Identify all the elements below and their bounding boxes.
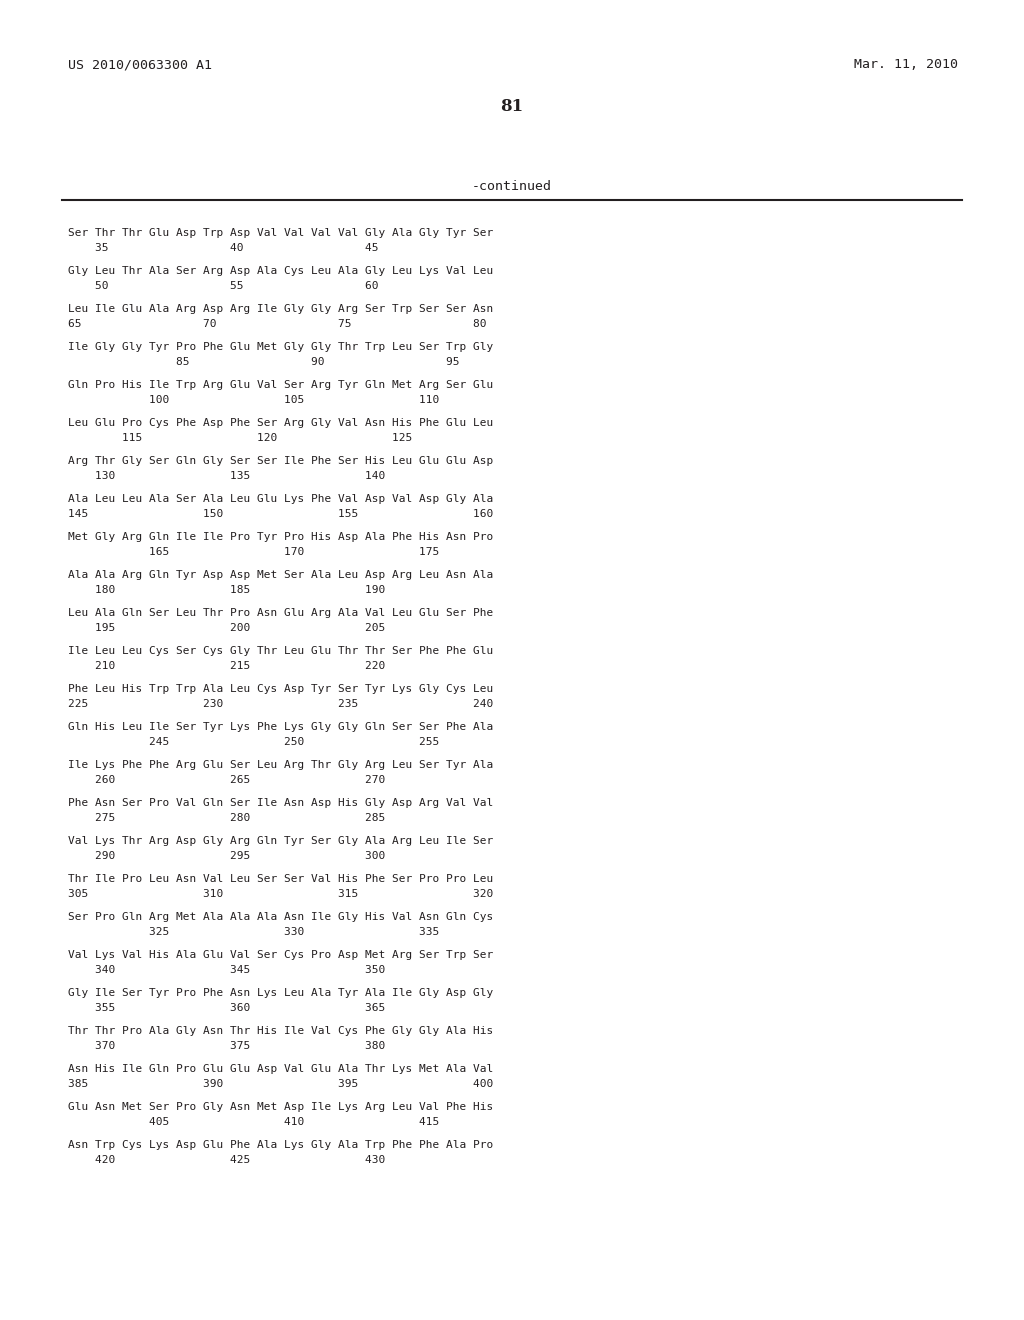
Text: 65                  70                  75                  80: 65 70 75 80 <box>68 319 486 329</box>
Text: 420                 425                 430: 420 425 430 <box>68 1155 385 1166</box>
Text: Gly Ile Ser Tyr Pro Phe Asn Lys Leu Ala Tyr Ala Ile Gly Asp Gly: Gly Ile Ser Tyr Pro Phe Asn Lys Leu Ala … <box>68 987 494 998</box>
Text: 35                  40                  45: 35 40 45 <box>68 243 379 253</box>
Text: Gln His Leu Ile Ser Tyr Lys Phe Lys Gly Gly Gln Ser Ser Phe Ala: Gln His Leu Ile Ser Tyr Lys Phe Lys Gly … <box>68 722 494 733</box>
Text: Ser Thr Thr Glu Asp Trp Asp Val Val Val Val Gly Ala Gly Tyr Ser: Ser Thr Thr Glu Asp Trp Asp Val Val Val … <box>68 228 494 238</box>
Text: 260                 265                 270: 260 265 270 <box>68 775 385 785</box>
Text: Val Lys Thr Arg Asp Gly Arg Gln Tyr Ser Gly Ala Arg Leu Ile Ser: Val Lys Thr Arg Asp Gly Arg Gln Tyr Ser … <box>68 836 494 846</box>
Text: Gly Leu Thr Ala Ser Arg Asp Ala Cys Leu Ala Gly Leu Lys Val Leu: Gly Leu Thr Ala Ser Arg Asp Ala Cys Leu … <box>68 267 494 276</box>
Text: Asn Trp Cys Lys Asp Glu Phe Ala Lys Gly Ala Trp Phe Phe Ala Pro: Asn Trp Cys Lys Asp Glu Phe Ala Lys Gly … <box>68 1140 494 1150</box>
Text: Phe Asn Ser Pro Val Gln Ser Ile Asn Asp His Gly Asp Arg Val Val: Phe Asn Ser Pro Val Gln Ser Ile Asn Asp … <box>68 799 494 808</box>
Text: 325                 330                 335: 325 330 335 <box>68 927 439 937</box>
Text: Thr Ile Pro Leu Asn Val Leu Ser Ser Val His Phe Ser Pro Pro Leu: Thr Ile Pro Leu Asn Val Leu Ser Ser Val … <box>68 874 494 884</box>
Text: 370                 375                 380: 370 375 380 <box>68 1041 385 1051</box>
Text: 165                 170                 175: 165 170 175 <box>68 546 439 557</box>
Text: 130                 135                 140: 130 135 140 <box>68 471 385 480</box>
Text: Ala Ala Arg Gln Tyr Asp Asp Met Ser Ala Leu Asp Arg Leu Asn Ala: Ala Ala Arg Gln Tyr Asp Asp Met Ser Ala … <box>68 570 494 579</box>
Text: 225                 230                 235                 240: 225 230 235 240 <box>68 700 494 709</box>
Text: Met Gly Arg Gln Ile Ile Pro Tyr Pro His Asp Ala Phe His Asn Pro: Met Gly Arg Gln Ile Ile Pro Tyr Pro His … <box>68 532 494 543</box>
Text: Ile Gly Gly Tyr Pro Phe Glu Met Gly Gly Thr Trp Leu Ser Trp Gly: Ile Gly Gly Tyr Pro Phe Glu Met Gly Gly … <box>68 342 494 352</box>
Text: 180                 185                 190: 180 185 190 <box>68 585 385 595</box>
Text: 290                 295                 300: 290 295 300 <box>68 851 385 861</box>
Text: Leu Glu Pro Cys Phe Asp Phe Ser Arg Gly Val Asn His Phe Glu Leu: Leu Glu Pro Cys Phe Asp Phe Ser Arg Gly … <box>68 418 494 428</box>
Text: Ser Pro Gln Arg Met Ala Ala Ala Asn Ile Gly His Val Asn Gln Cys: Ser Pro Gln Arg Met Ala Ala Ala Asn Ile … <box>68 912 494 921</box>
Text: 81: 81 <box>501 98 523 115</box>
Text: 340                 345                 350: 340 345 350 <box>68 965 385 975</box>
Text: 210                 215                 220: 210 215 220 <box>68 661 385 671</box>
Text: 195                 200                 205: 195 200 205 <box>68 623 385 634</box>
Text: 385                 390                 395                 400: 385 390 395 400 <box>68 1078 494 1089</box>
Text: -continued: -continued <box>472 180 552 193</box>
Text: Arg Thr Gly Ser Gln Gly Ser Ser Ile Phe Ser His Leu Glu Glu Asp: Arg Thr Gly Ser Gln Gly Ser Ser Ile Phe … <box>68 455 494 466</box>
Text: 355                 360                 365: 355 360 365 <box>68 1003 385 1012</box>
Text: 245                 250                 255: 245 250 255 <box>68 737 439 747</box>
Text: 85                  90                  95: 85 90 95 <box>68 356 460 367</box>
Text: Thr Thr Pro Ala Gly Asn Thr His Ile Val Cys Phe Gly Gly Ala His: Thr Thr Pro Ala Gly Asn Thr His Ile Val … <box>68 1026 494 1036</box>
Text: Gln Pro His Ile Trp Arg Glu Val Ser Arg Tyr Gln Met Arg Ser Glu: Gln Pro His Ile Trp Arg Glu Val Ser Arg … <box>68 380 494 389</box>
Text: Mar. 11, 2010: Mar. 11, 2010 <box>854 58 958 71</box>
Text: Leu Ile Glu Ala Arg Asp Arg Ile Gly Gly Arg Ser Trp Ser Ser Asn: Leu Ile Glu Ala Arg Asp Arg Ile Gly Gly … <box>68 304 494 314</box>
Text: 305                 310                 315                 320: 305 310 315 320 <box>68 888 494 899</box>
Text: Asn His Ile Gln Pro Glu Glu Asp Val Glu Ala Thr Lys Met Ala Val: Asn His Ile Gln Pro Glu Glu Asp Val Glu … <box>68 1064 494 1074</box>
Text: US 2010/0063300 A1: US 2010/0063300 A1 <box>68 58 212 71</box>
Text: 145                 150                 155                 160: 145 150 155 160 <box>68 510 494 519</box>
Text: 100                 105                 110: 100 105 110 <box>68 395 439 405</box>
Text: 50                  55                  60: 50 55 60 <box>68 281 379 290</box>
Text: 275                 280                 285: 275 280 285 <box>68 813 385 822</box>
Text: Val Lys Val His Ala Glu Val Ser Cys Pro Asp Met Arg Ser Trp Ser: Val Lys Val His Ala Glu Val Ser Cys Pro … <box>68 950 494 960</box>
Text: 115                 120                 125: 115 120 125 <box>68 433 413 444</box>
Text: Leu Ala Gln Ser Leu Thr Pro Asn Glu Arg Ala Val Leu Glu Ser Phe: Leu Ala Gln Ser Leu Thr Pro Asn Glu Arg … <box>68 609 494 618</box>
Text: Glu Asn Met Ser Pro Gly Asn Met Asp Ile Lys Arg Leu Val Phe His: Glu Asn Met Ser Pro Gly Asn Met Asp Ile … <box>68 1102 494 1111</box>
Text: Phe Leu His Trp Trp Ala Leu Cys Asp Tyr Ser Tyr Lys Gly Cys Leu: Phe Leu His Trp Trp Ala Leu Cys Asp Tyr … <box>68 684 494 694</box>
Text: Ile Lys Phe Phe Arg Glu Ser Leu Arg Thr Gly Arg Leu Ser Tyr Ala: Ile Lys Phe Phe Arg Glu Ser Leu Arg Thr … <box>68 760 494 770</box>
Text: 405                 410                 415: 405 410 415 <box>68 1117 439 1127</box>
Text: Ile Leu Leu Cys Ser Cys Gly Thr Leu Glu Thr Thr Ser Phe Phe Glu: Ile Leu Leu Cys Ser Cys Gly Thr Leu Glu … <box>68 645 494 656</box>
Text: Ala Leu Leu Ala Ser Ala Leu Glu Lys Phe Val Asp Val Asp Gly Ala: Ala Leu Leu Ala Ser Ala Leu Glu Lys Phe … <box>68 494 494 504</box>
